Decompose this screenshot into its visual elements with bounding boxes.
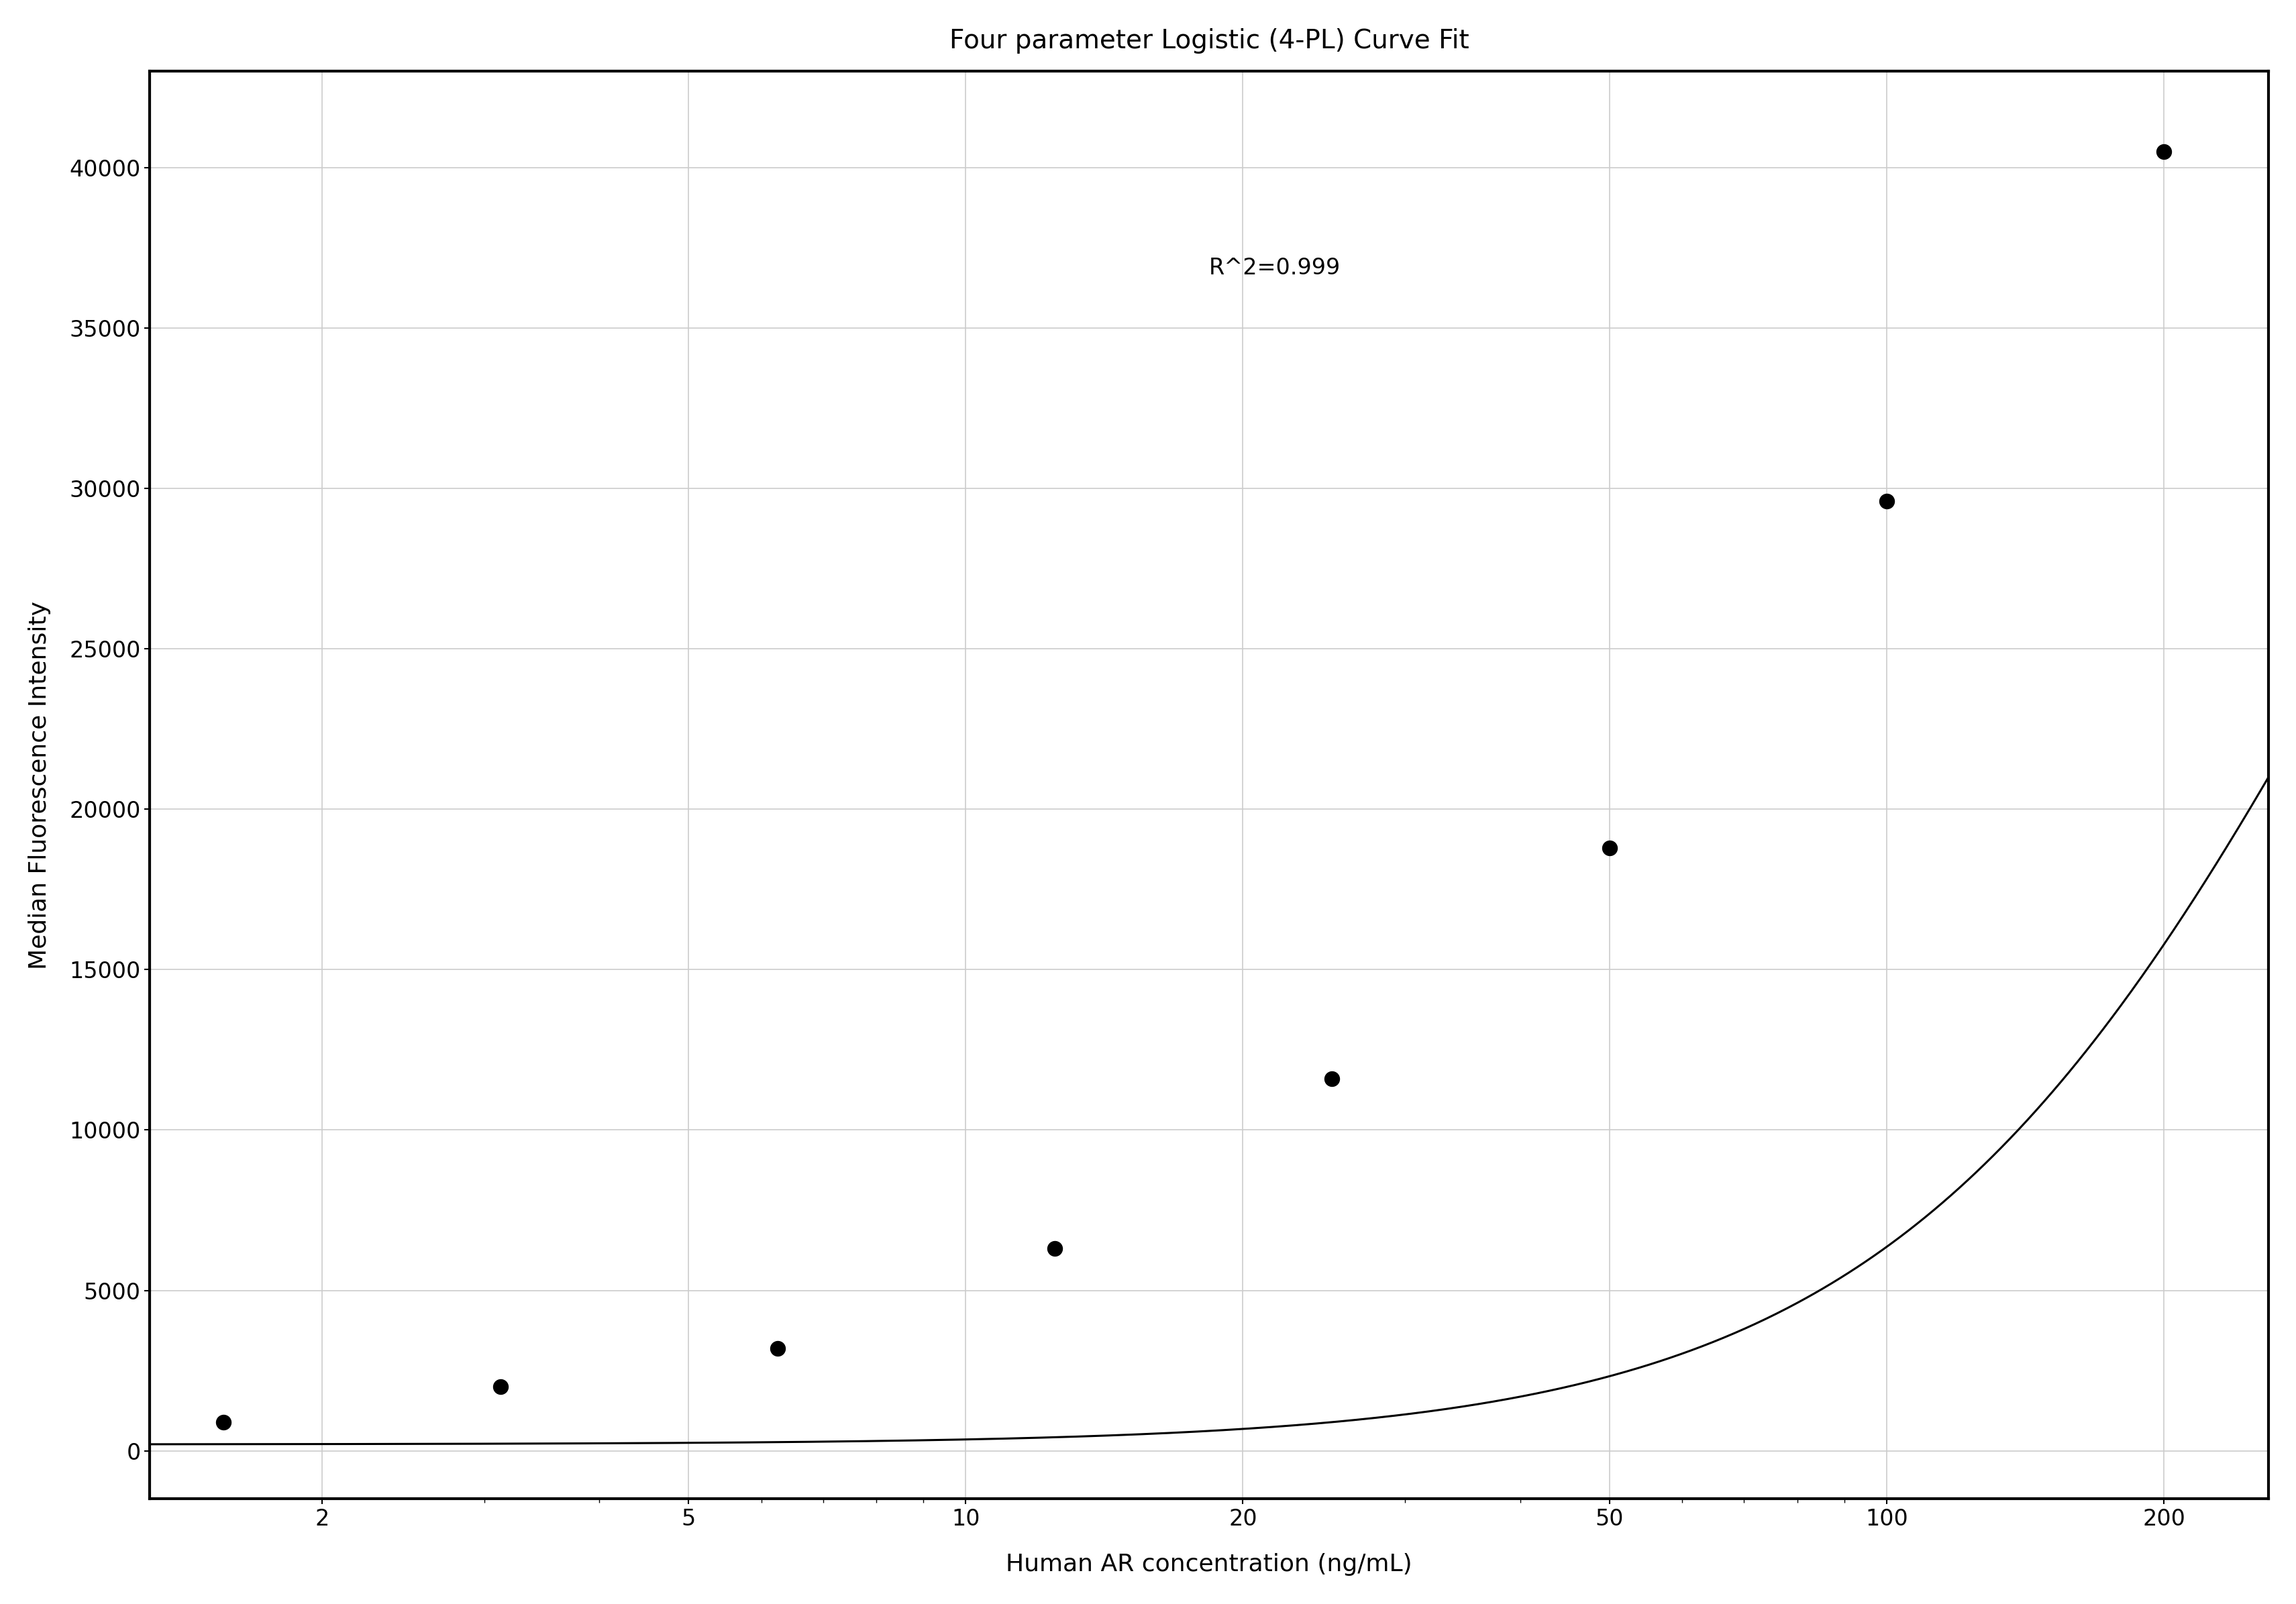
Text: R^2=0.999: R^2=0.999 [1208,257,1341,279]
X-axis label: Human AR concentration (ng/mL): Human AR concentration (ng/mL) [1006,1553,1412,1577]
Point [760,1336,797,1362]
Point [1035,1237,1072,1262]
Point [204,1410,241,1436]
Title: Four parameter Logistic (4-PL) Curve Fit: Four parameter Logistic (4-PL) Curve Fit [948,27,1469,53]
Point [2144,138,2181,164]
Y-axis label: Median Fluorescence Intensity: Median Fluorescence Intensity [28,602,51,969]
Point [1591,836,1628,861]
Point [1867,489,1903,515]
Point [1313,1067,1350,1092]
Point [482,1375,519,1400]
